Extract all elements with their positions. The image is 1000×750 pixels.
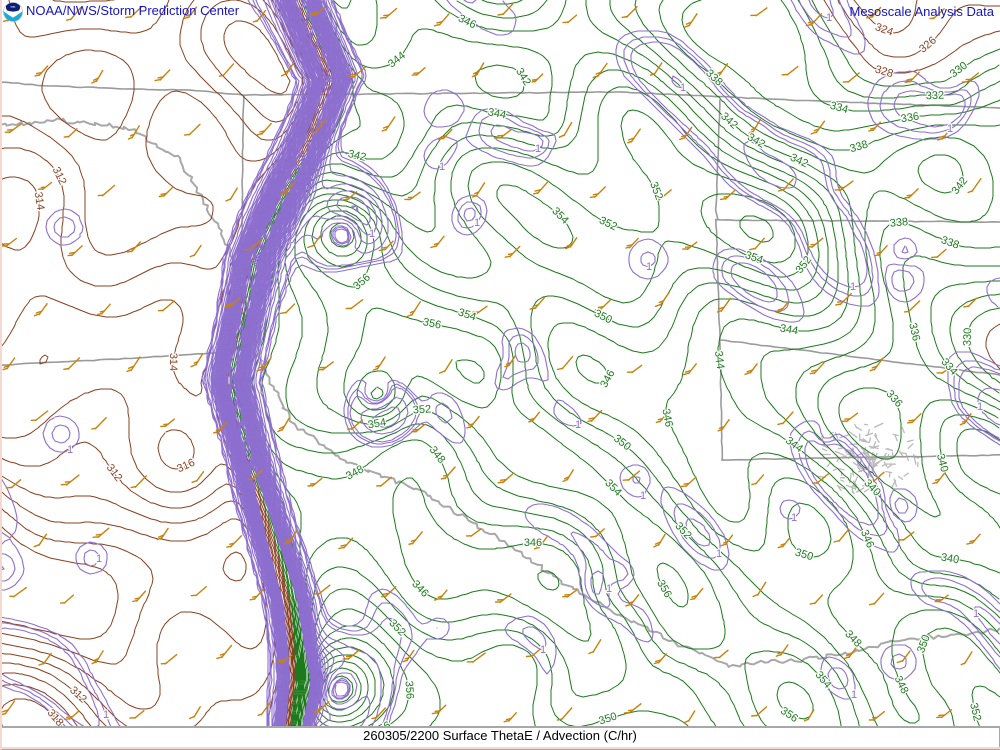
svg-text:352: 352 bbox=[597, 215, 619, 234]
svg-text:336: 336 bbox=[884, 388, 905, 410]
svg-text:342: 342 bbox=[513, 66, 533, 88]
svg-text:328: 328 bbox=[874, 64, 895, 81]
svg-text:1: 1 bbox=[850, 281, 856, 293]
svg-text:316: 316 bbox=[175, 457, 197, 476]
svg-text:1: 1 bbox=[439, 161, 445, 173]
svg-text:332: 332 bbox=[926, 90, 945, 103]
svg-text:314: 314 bbox=[167, 353, 179, 371]
svg-text:348: 348 bbox=[427, 444, 448, 466]
svg-text:1: 1 bbox=[716, 548, 722, 560]
svg-text:356: 356 bbox=[778, 705, 800, 725]
svg-text:354: 354 bbox=[456, 306, 477, 323]
svg-text:338: 338 bbox=[939, 234, 960, 252]
svg-text:344: 344 bbox=[783, 435, 805, 456]
svg-text:340: 340 bbox=[940, 551, 960, 566]
svg-text:354: 354 bbox=[549, 205, 570, 226]
svg-text:356: 356 bbox=[654, 578, 674, 600]
svg-text:1: 1 bbox=[535, 143, 541, 155]
svg-text:352: 352 bbox=[412, 403, 431, 416]
svg-text:352: 352 bbox=[967, 702, 983, 723]
svg-text:312: 312 bbox=[50, 165, 69, 187]
svg-text:330: 330 bbox=[962, 328, 975, 347]
svg-text:1: 1 bbox=[947, 123, 953, 135]
svg-text:350: 350 bbox=[793, 547, 814, 564]
svg-text:344: 344 bbox=[386, 50, 408, 71]
svg-text:1: 1 bbox=[606, 583, 612, 595]
svg-text:1: 1 bbox=[851, 689, 857, 701]
svg-text:324: 324 bbox=[873, 21, 894, 39]
svg-text:356: 356 bbox=[422, 316, 442, 331]
svg-text:344: 344 bbox=[779, 322, 799, 337]
svg-text:314: 314 bbox=[32, 191, 47, 211]
svg-text:1: 1 bbox=[369, 228, 375, 240]
svg-text:336: 336 bbox=[906, 322, 922, 343]
svg-text:338: 338 bbox=[848, 139, 869, 156]
svg-text:1: 1 bbox=[474, 217, 480, 229]
svg-text:1: 1 bbox=[67, 444, 73, 456]
svg-text:1: 1 bbox=[977, 401, 983, 413]
svg-text:1: 1 bbox=[973, 608, 979, 620]
svg-text:338: 338 bbox=[889, 216, 908, 230]
svg-text:1: 1 bbox=[96, 553, 102, 565]
svg-text:342: 342 bbox=[718, 110, 740, 131]
svg-text:350: 350 bbox=[597, 710, 618, 727]
svg-text:346: 346 bbox=[456, 13, 478, 32]
svg-text:1: 1 bbox=[646, 261, 652, 273]
svg-text:356: 356 bbox=[402, 680, 415, 699]
svg-text:1: 1 bbox=[540, 644, 546, 656]
svg-text:346: 346 bbox=[858, 528, 876, 550]
svg-text:356: 356 bbox=[351, 271, 373, 292]
svg-text:348: 348 bbox=[344, 463, 366, 482]
svg-text:344: 344 bbox=[712, 350, 726, 370]
svg-text:352: 352 bbox=[647, 180, 665, 201]
svg-text:346: 346 bbox=[524, 537, 542, 549]
svg-text:1: 1 bbox=[826, 12, 832, 24]
svg-text:350: 350 bbox=[611, 433, 633, 454]
svg-text:346: 346 bbox=[598, 368, 617, 390]
svg-text:346: 346 bbox=[409, 578, 430, 600]
svg-text:1: 1 bbox=[575, 419, 581, 431]
svg-text:342: 342 bbox=[950, 175, 971, 197]
svg-text:344: 344 bbox=[487, 106, 507, 121]
svg-text:346: 346 bbox=[659, 408, 674, 428]
svg-text:1: 1 bbox=[791, 512, 797, 524]
svg-text:1: 1 bbox=[680, 82, 686, 94]
svg-text:342: 342 bbox=[347, 148, 368, 164]
svg-text:1: 1 bbox=[103, 709, 109, 721]
svg-text:350: 350 bbox=[592, 307, 614, 326]
svg-text:1: 1 bbox=[640, 490, 646, 502]
